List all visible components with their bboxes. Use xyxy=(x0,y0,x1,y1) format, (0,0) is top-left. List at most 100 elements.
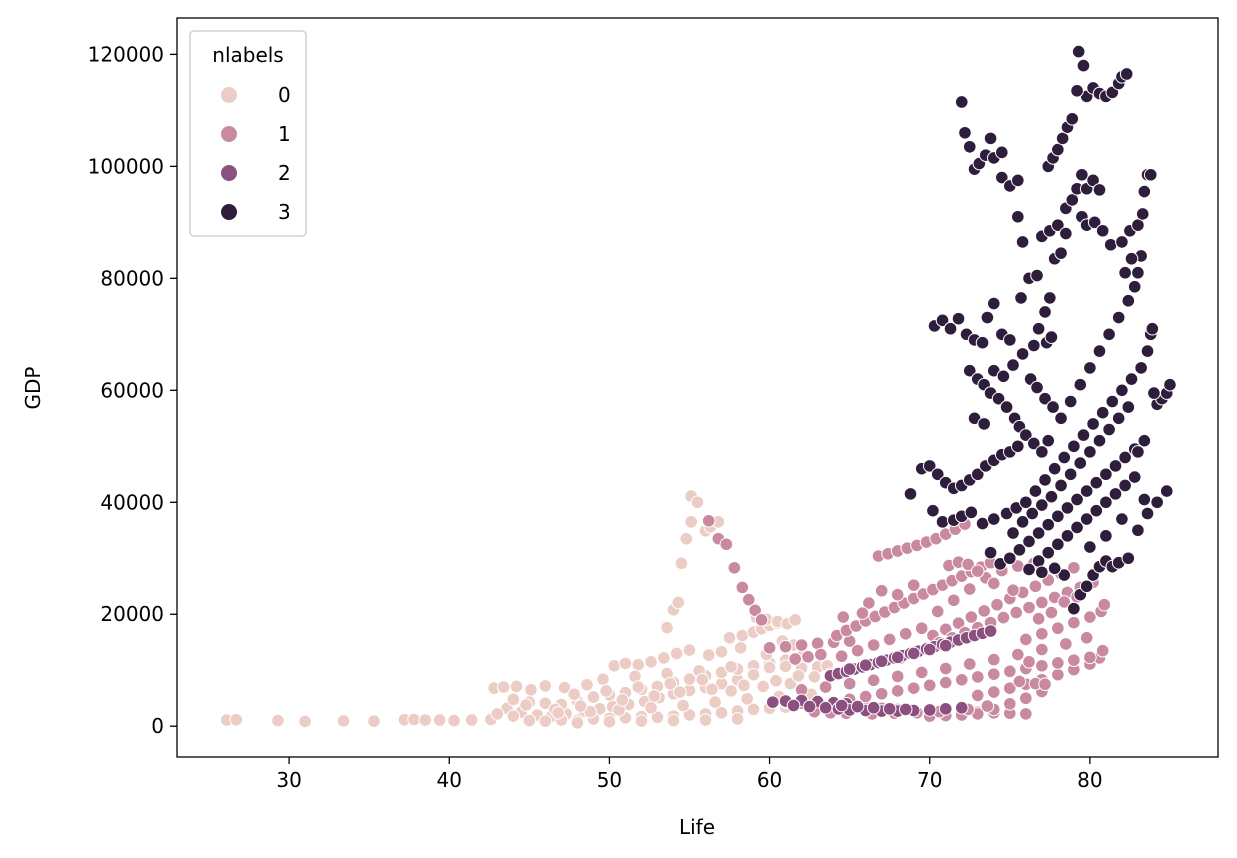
data-point xyxy=(1131,218,1145,232)
data-point xyxy=(698,713,713,727)
data-point xyxy=(1035,595,1049,610)
data-point xyxy=(958,125,972,140)
data-point xyxy=(735,628,750,643)
data-point xyxy=(874,686,889,701)
data-point xyxy=(1089,475,1104,490)
data-point xyxy=(1083,445,1097,459)
data-point xyxy=(1054,246,1068,260)
data-point xyxy=(786,698,801,713)
data-point xyxy=(930,604,945,619)
data-point xyxy=(1009,605,1024,620)
data-point xyxy=(1086,173,1100,188)
data-point xyxy=(986,296,1001,311)
y-tick-label: 40000 xyxy=(100,490,164,514)
data-point xyxy=(524,683,538,697)
data-point xyxy=(407,712,421,727)
data-point xyxy=(1083,650,1097,665)
data-point xyxy=(986,652,1001,667)
data-point xyxy=(705,682,719,697)
data-point xyxy=(866,700,881,715)
data-point xyxy=(682,708,697,722)
data-point xyxy=(1131,523,1145,538)
data-point xyxy=(1003,697,1017,711)
y-tick-label: 20000 xyxy=(100,602,164,626)
data-point xyxy=(724,660,738,674)
data-point xyxy=(1022,600,1036,615)
data-point xyxy=(1051,656,1065,670)
data-point xyxy=(951,311,966,326)
data-point xyxy=(938,661,953,676)
data-point xyxy=(1102,327,1116,342)
data-point xyxy=(1067,560,1081,575)
data-point xyxy=(1003,664,1017,679)
data-point xyxy=(1071,44,1086,59)
data-point xyxy=(1083,610,1097,624)
data-point xyxy=(834,649,849,664)
x-tick-label: 60 xyxy=(757,768,782,792)
data-point xyxy=(599,684,614,698)
data-point xyxy=(1035,658,1049,673)
data-point xyxy=(580,677,594,692)
data-point xyxy=(980,310,995,325)
data-point xyxy=(447,713,461,728)
legend-label: 3 xyxy=(278,200,291,224)
data-point xyxy=(946,593,961,608)
data-point xyxy=(802,699,817,714)
data-point xyxy=(573,699,588,713)
data-point xyxy=(1137,433,1152,448)
data-point xyxy=(1022,562,1036,577)
data-point xyxy=(850,643,865,658)
data-point xyxy=(1044,330,1059,344)
data-point xyxy=(807,670,822,684)
data-point xyxy=(850,699,865,714)
data-point xyxy=(1150,495,1164,510)
data-point xyxy=(1079,579,1094,594)
data-point xyxy=(618,656,633,671)
data-point xyxy=(788,613,802,627)
data-point xyxy=(509,679,524,694)
data-point xyxy=(1067,601,1081,616)
data-point xyxy=(1012,543,1027,557)
data-point xyxy=(986,512,1001,526)
data-point xyxy=(1041,545,1056,560)
data-point xyxy=(1038,473,1052,487)
data-point xyxy=(1027,338,1041,353)
data-point xyxy=(999,400,1014,414)
data-point xyxy=(788,652,802,666)
data-point xyxy=(1051,667,1065,682)
data-point xyxy=(719,537,734,552)
data-point xyxy=(1108,459,1123,473)
data-point xyxy=(695,672,710,687)
data-point xyxy=(1003,333,1017,347)
data-point xyxy=(834,698,849,713)
data-point xyxy=(1134,361,1148,375)
data-point xyxy=(701,648,716,662)
data-point xyxy=(733,641,748,655)
data-point xyxy=(741,592,756,607)
legend-marker xyxy=(220,164,238,182)
data-point xyxy=(663,676,678,691)
data-point xyxy=(1022,655,1036,669)
data-point xyxy=(1140,506,1155,521)
data-point xyxy=(970,688,985,703)
data-point xyxy=(1035,445,1049,459)
data-point xyxy=(765,695,780,709)
data-point xyxy=(1163,377,1177,392)
data-point xyxy=(229,712,244,727)
data-point xyxy=(1015,235,1030,249)
data-point xyxy=(669,646,684,661)
data-point xyxy=(1046,400,1060,414)
data-point xyxy=(727,560,742,575)
legend-marker xyxy=(220,86,238,104)
data-point xyxy=(674,556,689,571)
data-point xyxy=(708,695,722,709)
data-point xyxy=(1137,184,1152,199)
data-point xyxy=(903,487,918,501)
data-point xyxy=(1019,632,1033,647)
data-point xyxy=(970,670,985,684)
data-point xyxy=(1086,417,1100,431)
data-point xyxy=(906,681,921,695)
data-point xyxy=(746,667,761,682)
data-point xyxy=(1115,512,1129,526)
data-point xyxy=(1059,226,1073,241)
